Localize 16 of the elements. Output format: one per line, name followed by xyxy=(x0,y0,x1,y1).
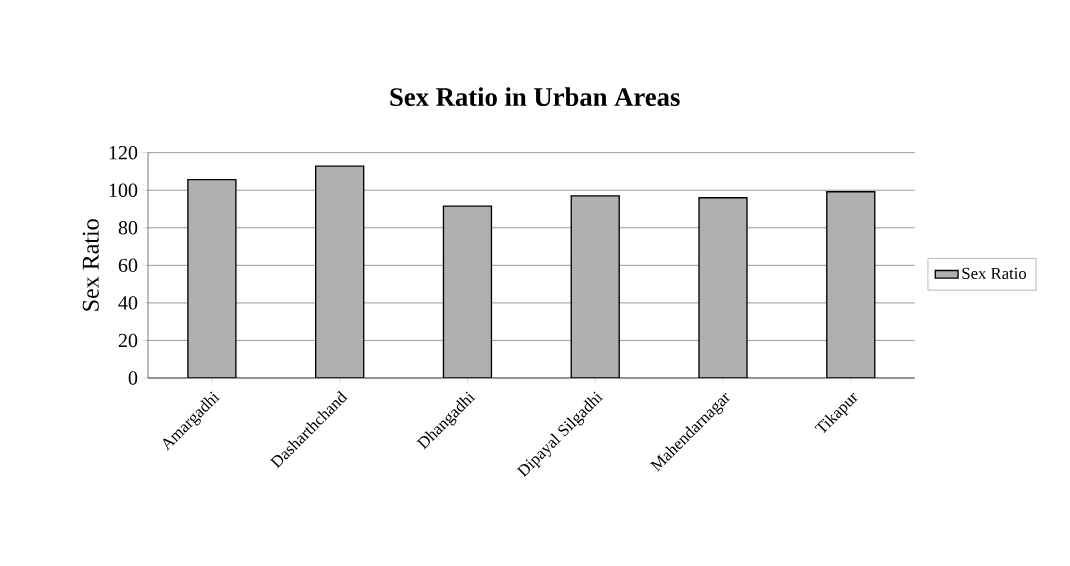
y-tick-label: 100 xyxy=(109,183,138,197)
y-tick-label: 40 xyxy=(118,296,138,310)
legend-label: Sex Ratio xyxy=(962,267,1027,280)
y-tick-label: 120 xyxy=(109,145,138,160)
bar xyxy=(315,165,365,378)
bar xyxy=(698,197,748,378)
bar xyxy=(442,205,493,378)
y-tick-label: 60 xyxy=(118,258,138,273)
chart-title: Sex Ratio in Urban Areas xyxy=(390,87,680,107)
y-tick-label: 0 xyxy=(128,371,138,385)
bar xyxy=(187,179,237,378)
y-tick-label: 20 xyxy=(118,333,138,348)
y-tick-label: 80 xyxy=(118,221,138,235)
bar xyxy=(826,191,876,378)
bar xyxy=(570,195,620,378)
y-axis-title: Sex Ratio xyxy=(82,219,99,311)
